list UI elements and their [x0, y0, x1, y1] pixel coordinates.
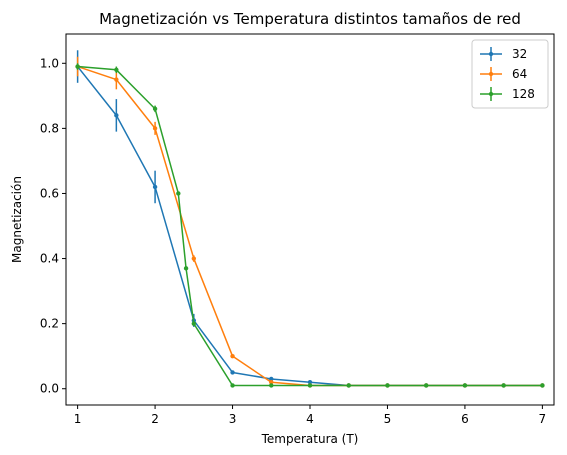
- data-point: [501, 383, 506, 388]
- y-tick-label: 0.4: [40, 252, 59, 266]
- y-axis-title: Magnetización: [10, 176, 24, 263]
- data-point: [230, 370, 235, 375]
- legend-marker: [488, 71, 494, 77]
- data-point: [423, 383, 429, 388]
- series-layer: [75, 50, 545, 388]
- x-tick-label: 3: [229, 412, 237, 426]
- legend-item: 32: [480, 47, 527, 61]
- x-axis-title: Temperatura (T): [261, 432, 359, 446]
- x-tick-label: 2: [151, 412, 159, 426]
- data-point: [114, 67, 119, 72]
- legend-label: 32: [512, 47, 527, 61]
- data-point: [152, 106, 158, 112]
- x-tick-label: 1: [74, 412, 82, 426]
- data-point: [385, 383, 390, 388]
- data-point: [307, 383, 313, 388]
- data-point: [462, 383, 468, 388]
- x-tick-label: 6: [461, 412, 469, 426]
- x-tick-label: 4: [306, 412, 314, 426]
- data-point: [114, 113, 119, 118]
- y-tick-label: 1.0: [40, 56, 59, 70]
- data-point: [230, 353, 235, 359]
- y-tick-label: 0.2: [40, 317, 59, 331]
- series-128: [75, 63, 545, 388]
- data-point: [114, 77, 119, 82]
- data-point: [307, 380, 313, 385]
- data-point: [152, 184, 158, 190]
- data-point: [269, 383, 274, 388]
- data-point: [75, 64, 80, 69]
- data-point: [176, 191, 181, 196]
- data-point: [183, 266, 189, 271]
- y-tick-label: 0.0: [40, 382, 59, 396]
- legend: 32 64 128: [471, 39, 549, 109]
- y-axis: 0.0 0.2 0.4 0.6 0.8 1.0: [40, 56, 66, 396]
- data-point: [540, 383, 545, 388]
- data-point: [269, 376, 274, 382]
- x-tick-label: 5: [384, 412, 392, 426]
- legend-item: 64: [480, 67, 527, 81]
- legend-item: 128: [480, 87, 535, 101]
- data-point: [269, 380, 274, 385]
- chart-title: Magnetización vs Temperatura distintos t…: [99, 10, 521, 28]
- x-axis: 1 2 3 4 5 6 7: [74, 405, 546, 426]
- data-point: [230, 383, 235, 388]
- data-point: [191, 256, 197, 261]
- legend-label: 64: [512, 67, 527, 81]
- data-point: [346, 383, 351, 388]
- y-tick-label: 0.8: [40, 121, 59, 135]
- legend-label: 128: [512, 87, 535, 101]
- legend-marker: [488, 51, 494, 57]
- y-tick-label: 0.6: [40, 186, 59, 200]
- x-tick-label: 7: [539, 412, 547, 426]
- data-point: [191, 321, 197, 326]
- legend-marker: [488, 91, 494, 97]
- data-point: [152, 126, 158, 131]
